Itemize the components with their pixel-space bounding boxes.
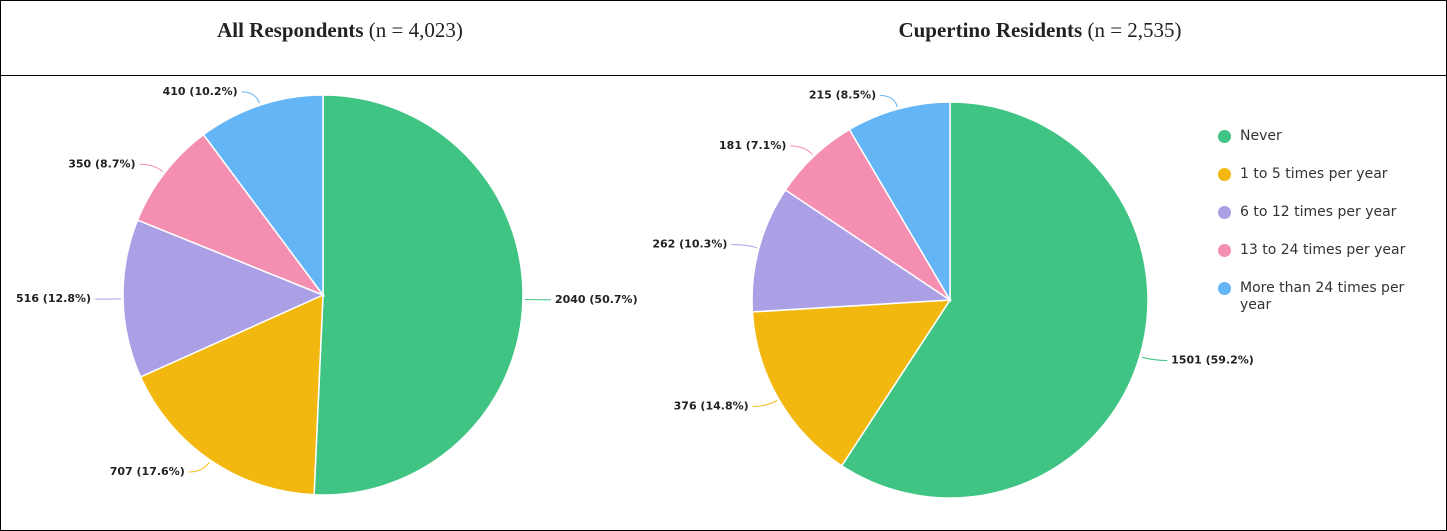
legend: Never 1 to 5 times per year 6 to 12 times … — [1216, 128, 1416, 335]
pie-slice — [136, 133, 326, 297]
legend-item: 6 to 12 times per year — [1216, 204, 1416, 221]
legend-label: 1 to 5 times per year — [1240, 166, 1388, 182]
pie-slice — [313, 94, 524, 496]
legend-label: Never — [1240, 128, 1282, 144]
data-label: 707 (17.6%) — [110, 465, 185, 478]
legend-item: More than 24 times per year — [1216, 280, 1416, 314]
data-label: 376 (14.8%) — [674, 399, 749, 412]
data-label: 2040 (50.7%) — [555, 293, 638, 306]
data-label: 410 (10.2%) — [163, 85, 238, 98]
chart-subtitle: (n = 2,535) — [1087, 18, 1182, 42]
label-connector — [752, 399, 778, 407]
chart-subtitle: (n = 4,023) — [368, 18, 463, 42]
data-label: 181 (7.1%) — [719, 139, 786, 152]
legend-swatch — [1218, 244, 1231, 257]
legend-swatch — [1218, 282, 1231, 295]
label-connector — [139, 163, 164, 173]
data-label: 262 (10.3%) — [652, 238, 727, 251]
pie-slice — [139, 293, 324, 496]
legend-item: 1 to 5 times per year — [1216, 166, 1416, 183]
data-label: 350 (8.7%) — [68, 157, 135, 170]
label-connector — [880, 94, 898, 108]
legend-label: More than 24 times per year — [1240, 280, 1405, 313]
label-connector — [790, 145, 813, 155]
label-connector — [1141, 356, 1168, 361]
pie-slice — [122, 219, 325, 378]
chart-title: Cupertino Residents — [898, 18, 1083, 42]
pie-slice — [202, 94, 324, 298]
legend-item: Never — [1216, 128, 1416, 145]
legend-label: 6 to 12 times per year — [1240, 204, 1397, 220]
data-label: 516 (12.8%) — [16, 292, 91, 305]
pie-slice — [840, 101, 1149, 499]
data-label: 215 (8.5%) — [809, 88, 876, 101]
label-connector — [731, 244, 758, 249]
label-connector — [241, 91, 260, 104]
pie-slice — [751, 299, 952, 467]
header-cell: Cupertino Residents (n = 2,535) — [690, 18, 1390, 43]
chart-title: All Respondents — [217, 18, 364, 42]
label-connector — [188, 461, 210, 473]
pie-slice — [848, 101, 951, 303]
header-divider — [0, 75, 1447, 76]
legend-swatch — [1218, 168, 1231, 181]
header-cell: All Respondents (n = 4,023) — [0, 18, 680, 43]
pie-slice — [751, 188, 953, 313]
legend-swatch — [1218, 206, 1231, 219]
legend-item: 13 to 24 times per year — [1216, 242, 1416, 259]
legend-label: 13 to 24 times per year — [1240, 242, 1406, 258]
legend-swatch — [1218, 130, 1231, 143]
data-label: 1501 (59.2%) — [1171, 353, 1254, 366]
